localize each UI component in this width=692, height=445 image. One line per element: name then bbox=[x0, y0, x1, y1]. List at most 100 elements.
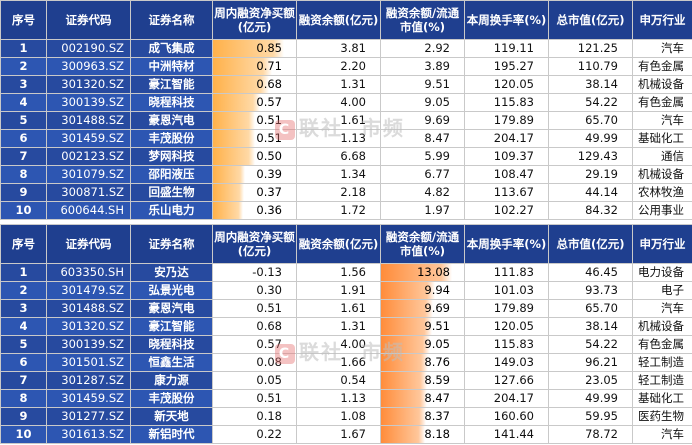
cell-market-cap: 23.05 bbox=[548, 371, 633, 390]
cell-stock-name: 豪江智能 bbox=[130, 317, 213, 336]
cell-stock-code: 301320.SZ bbox=[46, 317, 131, 336]
cell-turnover: 149.03 bbox=[464, 353, 549, 372]
cell-net-buy: 0.57 bbox=[212, 93, 297, 112]
cell-value: 0.85 bbox=[256, 41, 282, 55]
cell-turnover: 108.47 bbox=[464, 165, 549, 184]
header-market-cap: 总市值(亿元) bbox=[548, 224, 633, 264]
cell-balance-ratio: 9.51 bbox=[380, 75, 465, 94]
cell-industry: 汽车 bbox=[632, 39, 692, 58]
cell-balance-ratio: 8.37 bbox=[380, 407, 465, 426]
cell-market-cap: 59.95 bbox=[548, 407, 633, 426]
cell-market-cap: 49.99 bbox=[548, 129, 633, 148]
cell-balance-ratio: 8.76 bbox=[380, 353, 465, 372]
cell-value: 9.69 bbox=[424, 301, 450, 315]
cell-rank: 1 bbox=[0, 39, 47, 58]
cell-margin-balance: 1.72 bbox=[296, 201, 381, 220]
cell-stock-name: 安乃达 bbox=[130, 263, 213, 282]
cell-net-buy: 0.37 bbox=[212, 183, 297, 202]
table-header-row: 序号 证券代码 证券名称 周内融资净买额(亿元) 融资余额(亿元) 融资余额/流通市值(%… bbox=[0, 224, 692, 264]
cell-industry: 电力设备 bbox=[632, 263, 692, 282]
cell-stock-code: 301287.SZ bbox=[46, 371, 131, 390]
cell-turnover: 120.05 bbox=[464, 317, 549, 336]
cell-stock-name: 梦网科技 bbox=[130, 147, 213, 166]
cell-stock-name: 丰茂股份 bbox=[130, 389, 213, 408]
table-row: 1 002190.SZ 成飞集成 0.85 3.81 2.92 119.11 121.25 汽车 bbox=[0, 39, 692, 58]
cell-value: 13.08 bbox=[417, 265, 450, 279]
value-bar bbox=[213, 148, 255, 165]
cell-margin-balance: 1.34 bbox=[296, 165, 381, 184]
cell-stock-name: 康力源 bbox=[130, 371, 213, 390]
header-turnover: 本周换手率(%) bbox=[464, 224, 549, 264]
cell-stock-code: 301613.SZ bbox=[46, 425, 131, 444]
cell-turnover: 113.67 bbox=[464, 183, 549, 202]
cell-value: 9.51 bbox=[424, 319, 450, 333]
cell-value: 9.94 bbox=[424, 283, 450, 297]
cell-value: 0.37 bbox=[256, 185, 282, 199]
cell-rank: 9 bbox=[0, 407, 47, 426]
cell-rank: 7 bbox=[0, 371, 47, 390]
cell-stock-name: 新铝时代 bbox=[130, 425, 213, 444]
table-row: 2 301479.SZ 弘景光电 0.30 1.91 9.94 101.03 93.73 电子 bbox=[0, 281, 692, 300]
cell-net-buy: 0.71 bbox=[212, 57, 297, 76]
cell-turnover: 102.27 bbox=[464, 201, 549, 220]
value-bar bbox=[213, 202, 243, 219]
cell-stock-code: 300963.SZ bbox=[46, 57, 131, 76]
cell-stock-code: 603350.SH bbox=[46, 263, 131, 282]
cell-turnover: 109.37 bbox=[464, 147, 549, 166]
cell-stock-name: 乐山电力 bbox=[130, 201, 213, 220]
cell-stock-code: 300139.SZ bbox=[46, 93, 131, 112]
cell-stock-code: 002123.SZ bbox=[46, 147, 131, 166]
cell-market-cap: 129.43 bbox=[548, 147, 633, 166]
cell-industry: 机械设备 bbox=[632, 75, 692, 94]
table-row: 3 301488.SZ 豪恩汽电 0.51 1.61 9.69 179.89 65.70 汽车 bbox=[0, 299, 692, 318]
cell-margin-balance: 3.81 bbox=[296, 39, 381, 58]
cell-rank: 1 bbox=[0, 263, 47, 282]
cell-stock-code: 002190.SZ bbox=[46, 39, 131, 58]
cell-market-cap: 78.72 bbox=[548, 425, 633, 444]
cell-margin-balance: 1.67 bbox=[296, 425, 381, 444]
cell-rank: 4 bbox=[0, 317, 47, 336]
cell-turnover: 111.83 bbox=[464, 263, 549, 282]
cell-stock-name: 豪江智能 bbox=[130, 75, 213, 94]
cell-value: 8.18 bbox=[424, 427, 450, 441]
cell-stock-code: 600644.SH bbox=[46, 201, 131, 220]
cell-market-cap: 84.32 bbox=[548, 201, 633, 220]
cell-net-buy: 0.68 bbox=[212, 317, 297, 336]
header-market-cap: 总市值(亿元) bbox=[548, 0, 633, 40]
value-bar bbox=[381, 354, 429, 371]
cell-balance-ratio: 4.82 bbox=[380, 183, 465, 202]
table-row: 8 301459.SZ 丰茂股份 0.51 1.13 8.47 204.17 49.99 基础化… bbox=[0, 389, 692, 408]
cell-rank: 10 bbox=[0, 425, 47, 444]
cell-turnover: 204.17 bbox=[464, 389, 549, 408]
cell-industry: 轻工制造 bbox=[632, 353, 692, 372]
cell-industry: 有色金属 bbox=[632, 93, 692, 112]
cell-balance-ratio: 2.92 bbox=[380, 39, 465, 58]
table-row: 10 600644.SH 乐山电力 0.36 1.72 1.97 102.27 84.32 公用… bbox=[0, 201, 692, 220]
cell-stock-code: 301479.SZ bbox=[46, 281, 131, 300]
table-row: 7 301287.SZ 康力源 0.05 0.54 8.59 127.66 23.05 轻工制造 bbox=[0, 371, 692, 390]
cell-balance-ratio: 9.51 bbox=[380, 317, 465, 336]
cell-stock-name: 豪恩汽电 bbox=[130, 111, 213, 130]
cell-industry: 汽车 bbox=[632, 111, 692, 130]
cell-stock-name: 豪恩汽电 bbox=[130, 299, 213, 318]
cell-balance-ratio: 9.05 bbox=[380, 335, 465, 354]
cell-rank: 3 bbox=[0, 75, 47, 94]
value-bar bbox=[381, 408, 427, 425]
cell-turnover: 120.05 bbox=[464, 75, 549, 94]
cell-balance-ratio: 8.47 bbox=[380, 129, 465, 148]
cell-industry: 通信 bbox=[632, 147, 692, 166]
table-row: 6 301459.SZ 丰茂股份 0.51 1.13 8.47 204.17 49.99 基础化… bbox=[0, 129, 692, 148]
value-bar bbox=[381, 318, 433, 335]
value-bar bbox=[381, 282, 435, 299]
cell-net-buy: -0.13 bbox=[212, 263, 297, 282]
cell-net-buy: 0.22 bbox=[212, 425, 297, 444]
cell-stock-code: 301459.SZ bbox=[46, 389, 131, 408]
cell-stock-code: 301459.SZ bbox=[46, 129, 131, 148]
table-body: 1 002190.SZ 成飞集成 0.85 3.81 2.92 119.11 121.25 汽车… bbox=[0, 39, 692, 220]
value-bar bbox=[213, 58, 272, 75]
table-row: 7 002123.SZ 梦网科技 0.50 6.68 5.99 109.37 129.43 通信 bbox=[0, 147, 692, 166]
cell-margin-balance: 1.31 bbox=[296, 75, 381, 94]
cell-rank: 5 bbox=[0, 111, 47, 130]
cell-market-cap: 110.79 bbox=[548, 57, 633, 76]
cell-balance-ratio: 1.97 bbox=[380, 201, 465, 220]
